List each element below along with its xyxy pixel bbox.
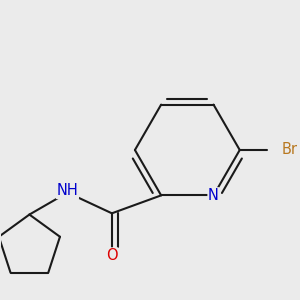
Text: NH: NH <box>57 183 78 198</box>
Text: O: O <box>106 248 118 263</box>
Text: Br: Br <box>282 142 298 158</box>
Text: N: N <box>208 188 219 203</box>
